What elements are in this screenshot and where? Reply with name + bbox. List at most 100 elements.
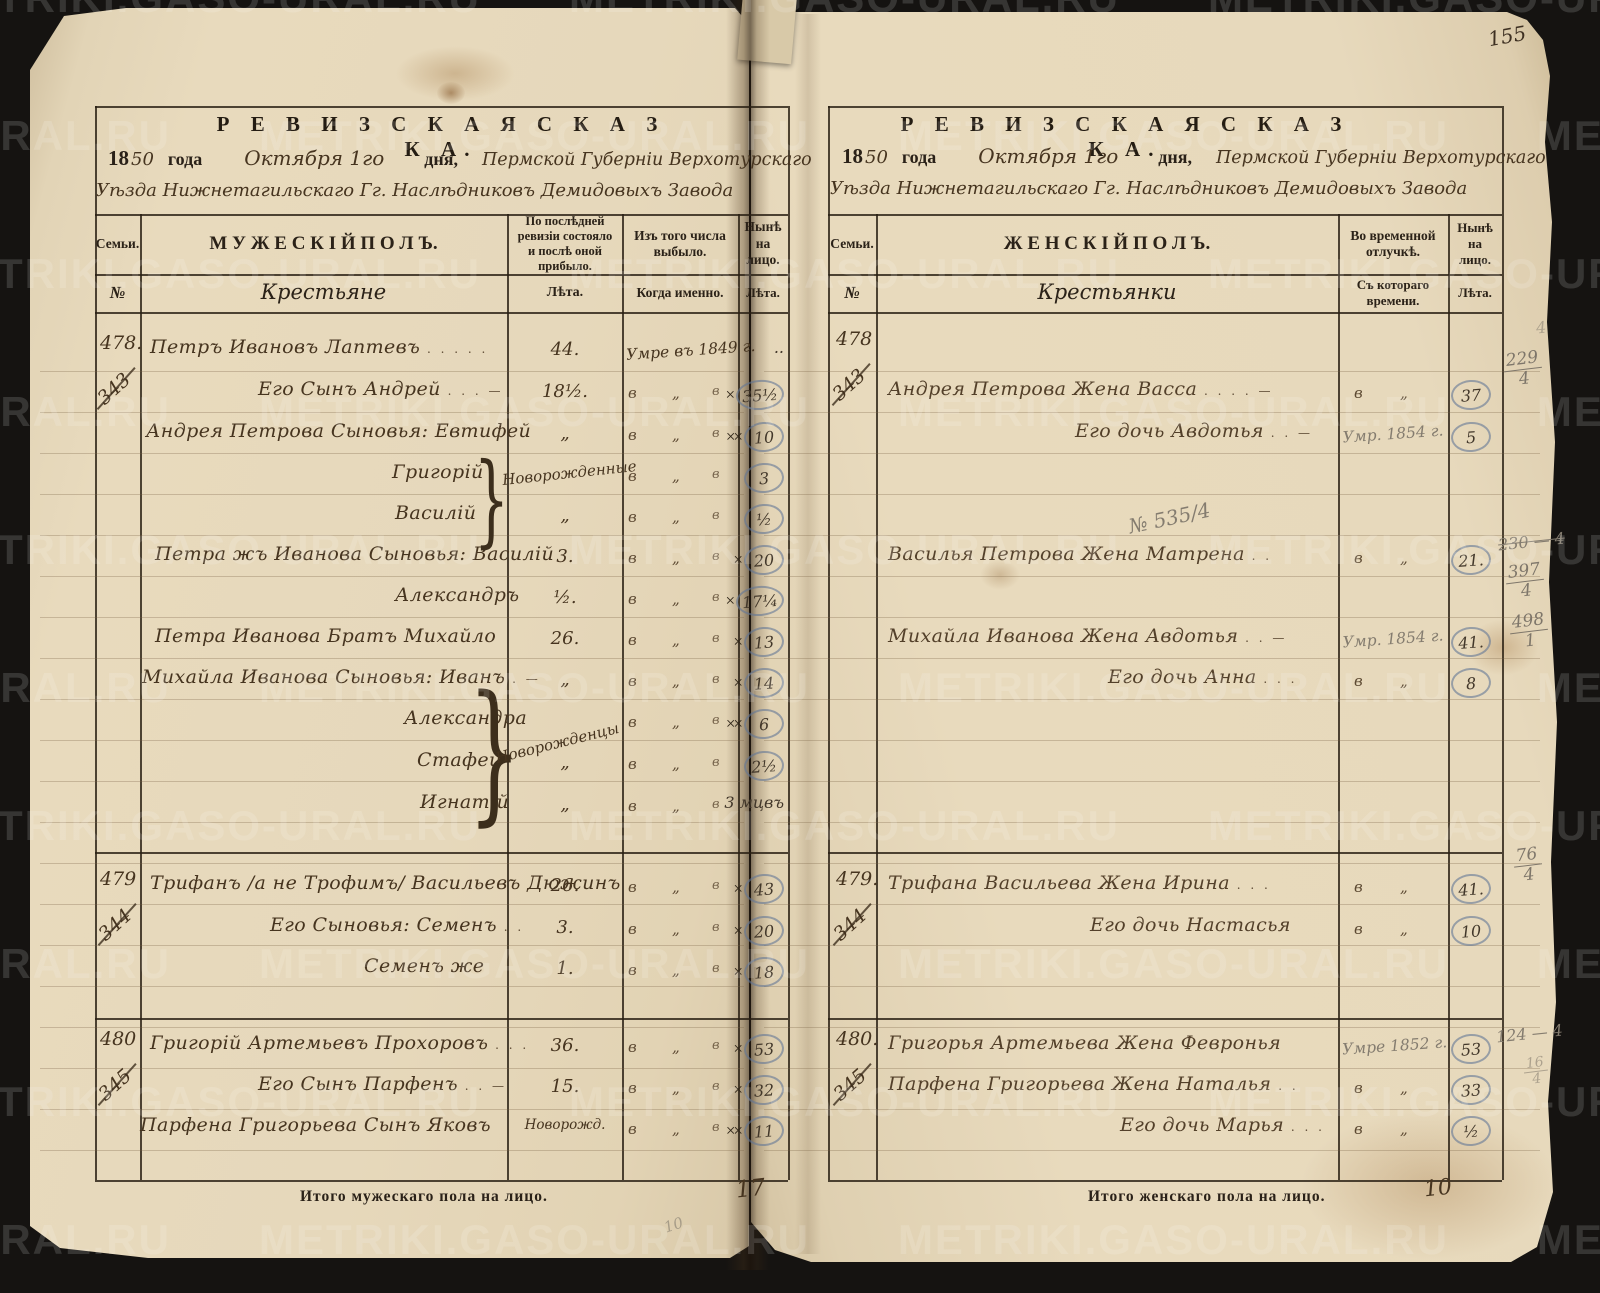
paper-rule-line xyxy=(764,986,1540,987)
paper-rule-line xyxy=(40,699,744,700)
circled-age: 53 xyxy=(743,1032,785,1066)
age-last-revision: 18½. xyxy=(541,381,589,402)
right-header-years: Лѣта. xyxy=(1458,285,1492,301)
right-page-sheet xyxy=(751,12,1557,1262)
paper-rule-line xyxy=(40,822,744,823)
circled-age: 53 xyxy=(1450,1032,1492,1066)
family-separator xyxy=(828,852,1502,855)
age-now-cell: × 20 xyxy=(704,914,785,948)
left-header-revision: По послѣдней ревизіи состояло и послѣ он… xyxy=(517,213,613,274)
ditto-mark: „ xyxy=(1400,920,1408,938)
person-name: Его дочь Авдотья . . — xyxy=(1075,420,1313,442)
age-now-cell: × 53 xyxy=(704,1032,785,1066)
ditto-mark: в xyxy=(628,1079,637,1097)
age-last-revision: 15. xyxy=(550,1076,580,1097)
table-border-h xyxy=(95,106,788,108)
age-last-revision: 26. xyxy=(550,875,580,896)
family-number: 478. xyxy=(100,332,143,354)
ditto-mark: в xyxy=(712,426,720,441)
left-page-title: Р Е В И З С К А Я С К А З К А. xyxy=(216,112,666,161)
person-name: Его дочь Марья . . . xyxy=(1120,1114,1325,1136)
dotted-leader: . . . — xyxy=(440,384,504,398)
ditto-mark: в xyxy=(712,590,720,605)
left-footer-label: Итого мужескаго пола на лицо. xyxy=(300,1188,548,1205)
person-name: Михайла Иванова Жена Авдотья . . — xyxy=(888,625,1288,647)
circled-age: 21. xyxy=(1450,543,1492,577)
newborn-brace: } xyxy=(468,663,522,840)
age-last-revision: 3. xyxy=(556,546,574,567)
table-border-v xyxy=(876,214,878,1180)
person-name: Его дочь Настасья xyxy=(1090,914,1291,936)
ditto-mark: в xyxy=(628,1120,637,1138)
age-last-revision: 36. xyxy=(550,1035,580,1056)
paper-rule-line xyxy=(764,822,1540,823)
paper-rule-line xyxy=(40,986,744,987)
age-last-revision: Новорожд. xyxy=(524,1117,606,1133)
paper-rule-line xyxy=(40,1027,744,1028)
age-now-cell: ×× 10 xyxy=(704,420,785,454)
family-separator xyxy=(828,1018,1502,1021)
right-page-title: Р Е В И З С К А Я С К А З К А. xyxy=(900,112,1350,161)
margin-fraction-note: 229 4 xyxy=(1501,347,1545,391)
left-footer-total: 17 xyxy=(734,1174,767,1204)
ditto-mark: „ xyxy=(672,426,680,444)
age-last-revision: 26. xyxy=(550,628,580,649)
ditto-mark: в xyxy=(712,508,720,523)
ink-cross-mark: ×× xyxy=(725,1121,743,1140)
page-crease xyxy=(795,14,821,1254)
ditto-mark: в xyxy=(712,467,720,482)
ditto-mark: „ xyxy=(672,1120,680,1138)
person-name: Григорья Артемьева Жена Февронья xyxy=(888,1032,1282,1054)
person-name: Трифанъ /а не Трофимъ/ Васильевъ Дюжинъ xyxy=(150,872,621,894)
age-note: 3 мцвъ xyxy=(724,793,784,812)
age-now-cell: 41. xyxy=(1442,872,1500,906)
ditto-mark: „ xyxy=(672,508,680,526)
ditto-mark: в xyxy=(712,797,720,812)
printed-day-word: дня, xyxy=(424,149,458,169)
paper-rule-line xyxy=(40,576,744,577)
written-year: 50 xyxy=(131,149,154,170)
ditto-mark: „ xyxy=(1400,1079,1408,1097)
paper-rule-line xyxy=(764,781,1540,782)
paper-rule-line xyxy=(40,945,744,946)
ditto-mark: в xyxy=(628,1038,637,1056)
dotted-leader: . . . xyxy=(1229,878,1271,892)
printed-day-word: дня, xyxy=(1158,147,1192,167)
written-year: 50 xyxy=(865,147,888,168)
table-border-v xyxy=(622,214,624,1180)
family-number: 480 xyxy=(100,1028,137,1050)
paper-rule-line xyxy=(764,904,1540,905)
fraction-bottom: 4 xyxy=(1517,368,1531,390)
circled-age: 17¼ xyxy=(735,584,785,618)
age-now-cell: × 18 xyxy=(704,955,785,989)
fraction-top: 76 xyxy=(1511,844,1542,868)
fraction-bottom: 4 xyxy=(1519,580,1533,602)
dotted-leader: . . . xyxy=(1256,672,1298,686)
ditto-mark: „ xyxy=(672,1079,680,1097)
person-name: Его дочь Анна . . . xyxy=(1108,666,1298,688)
age-now-cell: 53 xyxy=(1442,1032,1500,1066)
ditto-mark: в xyxy=(712,755,720,770)
left-header-when: Когда именно. xyxy=(636,284,724,300)
ditto-mark: „ xyxy=(1400,549,1408,567)
person-name: Андрея Петрова Жена Васса . . . . — xyxy=(888,378,1274,400)
age-last-revision: „ xyxy=(560,794,570,815)
circled-age: 6 xyxy=(743,707,785,741)
circled-age: ½ xyxy=(743,502,785,536)
left-header-people: Крестьяне xyxy=(260,280,387,305)
left-header-sex: М У Ж Е С К І Й П О Л Ъ. xyxy=(209,233,438,255)
ditto-mark: в xyxy=(628,426,637,444)
circled-age: 2½ xyxy=(743,749,785,783)
ditto-mark: в xyxy=(628,384,637,402)
ditto-mark: в xyxy=(628,878,637,896)
age-last-revision: „ xyxy=(560,505,570,526)
margin-text-note: 4 xyxy=(1535,317,1548,338)
dotted-leader: . . — xyxy=(1263,426,1313,440)
age-now-cell: .. xyxy=(704,338,784,357)
left-place-line: Уѣзда Нижнетагильскаго Гг. Наслѣдниковъ … xyxy=(96,180,734,201)
right-header-present: Нынѣ на лицо. xyxy=(1457,220,1493,267)
ditto-mark: в xyxy=(628,672,637,690)
margin-fraction-note: 16 4 xyxy=(1522,1054,1550,1089)
paper-rule-line xyxy=(764,658,1540,659)
